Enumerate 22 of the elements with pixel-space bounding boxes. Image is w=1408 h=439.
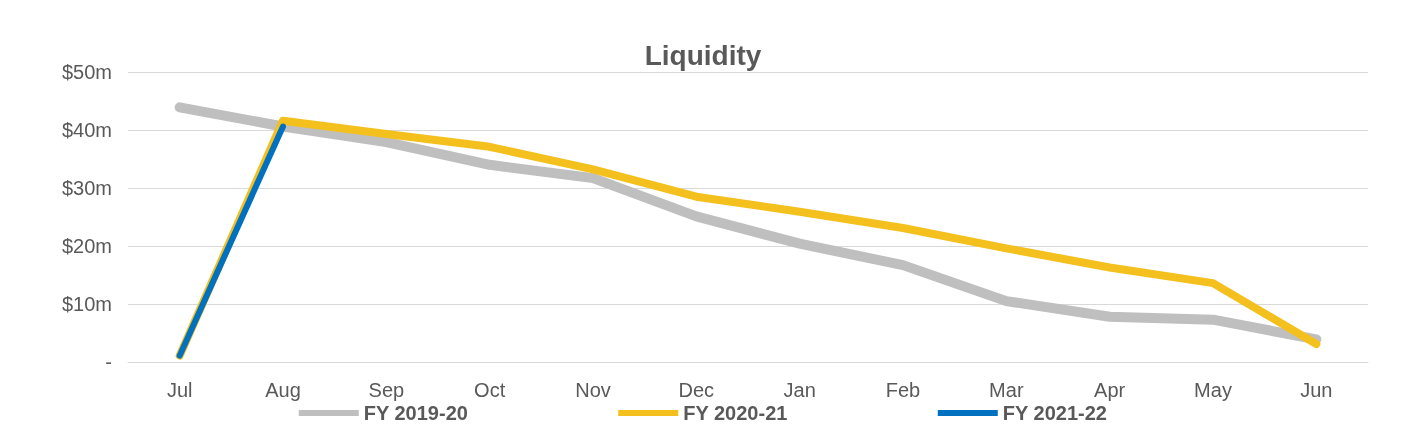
legend-label: FY 2020-21 <box>683 402 788 424</box>
y-tick-label: $40m <box>61 119 112 141</box>
x-tick-label: Jul <box>166 379 193 401</box>
x-tick-label: May <box>1194 379 1232 401</box>
x-tick-label: Feb <box>885 379 921 401</box>
x-tick-label: Oct <box>474 379 506 401</box>
y-tick-label: - <box>105 351 112 373</box>
x-tick-label: Sep <box>368 379 405 401</box>
y-tick-label: $10m <box>61 293 112 315</box>
y-tick-label: $30m <box>61 177 112 199</box>
x-tick-label: Mar <box>989 379 1024 401</box>
x-tick-label: Apr <box>1094 379 1126 401</box>
x-tick-label: Dec <box>678 379 715 401</box>
x-tick-label: Nov <box>575 379 611 401</box>
chart-title: Liquidity <box>644 39 762 71</box>
y-tick-label: $20m <box>61 235 112 257</box>
legend-label: FY 2019-20 <box>363 402 468 424</box>
x-tick-label: Jun <box>1300 379 1333 401</box>
legend-label: FY 2021-22 <box>1002 402 1107 424</box>
x-tick-label: Jan <box>783 379 816 401</box>
y-tick-label: $50m <box>61 61 112 83</box>
x-tick-label: Aug <box>265 379 301 401</box>
